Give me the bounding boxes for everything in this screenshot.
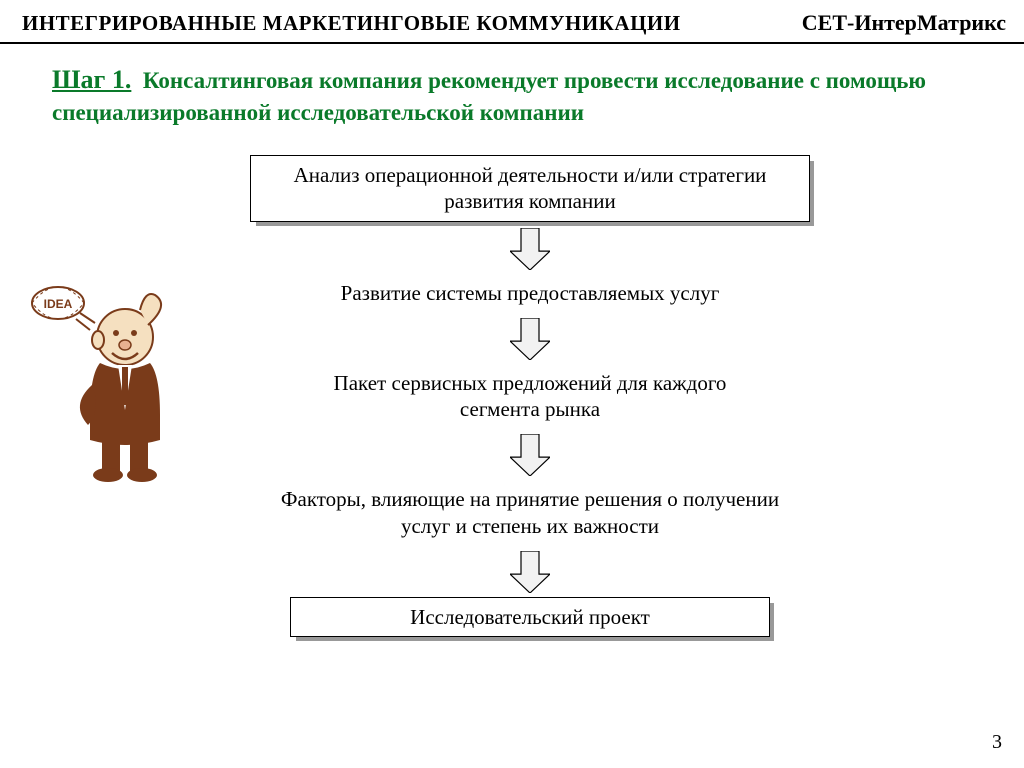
idea-bubble-text: IDEA	[44, 297, 73, 311]
down-arrow-icon	[510, 551, 550, 593]
down-arrow-icon	[510, 228, 550, 270]
flow-step-4: Исследовательский проект	[290, 597, 770, 637]
down-arrow-icon	[510, 434, 550, 476]
idea-man-clipart: IDEA	[30, 275, 200, 485]
header-title: ИНТЕГРИРОВАННЫЕ МАРКЕТИНГОВЫЕ КОММУНИКАЦ…	[22, 11, 681, 36]
header-brand: СЕТ-ИнтерМатрикс	[802, 10, 1006, 36]
step-title: Шаг 1. Консалтинговая компания рекоменду…	[0, 44, 1024, 138]
slide-header: ИНТЕГРИРОВАННЫЕ МАРКЕТИНГОВЫЕ КОММУНИКАЦ…	[0, 0, 1024, 44]
flow-step-3: Факторы, влияющие на принятие решения о …	[250, 480, 810, 545]
flow-step-2: Пакет сервисных предложений для каждого …	[290, 364, 770, 429]
flow-step-0: Анализ операционной деятельности и/или с…	[250, 155, 810, 222]
flow-step-1: Развитие системы предоставляемых услуг	[250, 274, 810, 312]
step-description: Консалтинговая компания рекомендует пров…	[52, 68, 926, 125]
step-label: Шаг 1.	[52, 65, 131, 94]
down-arrow-icon	[510, 318, 550, 360]
page-number: 3	[992, 731, 1002, 754]
flowchart: Анализ операционной деятельности и/или с…	[210, 155, 850, 637]
